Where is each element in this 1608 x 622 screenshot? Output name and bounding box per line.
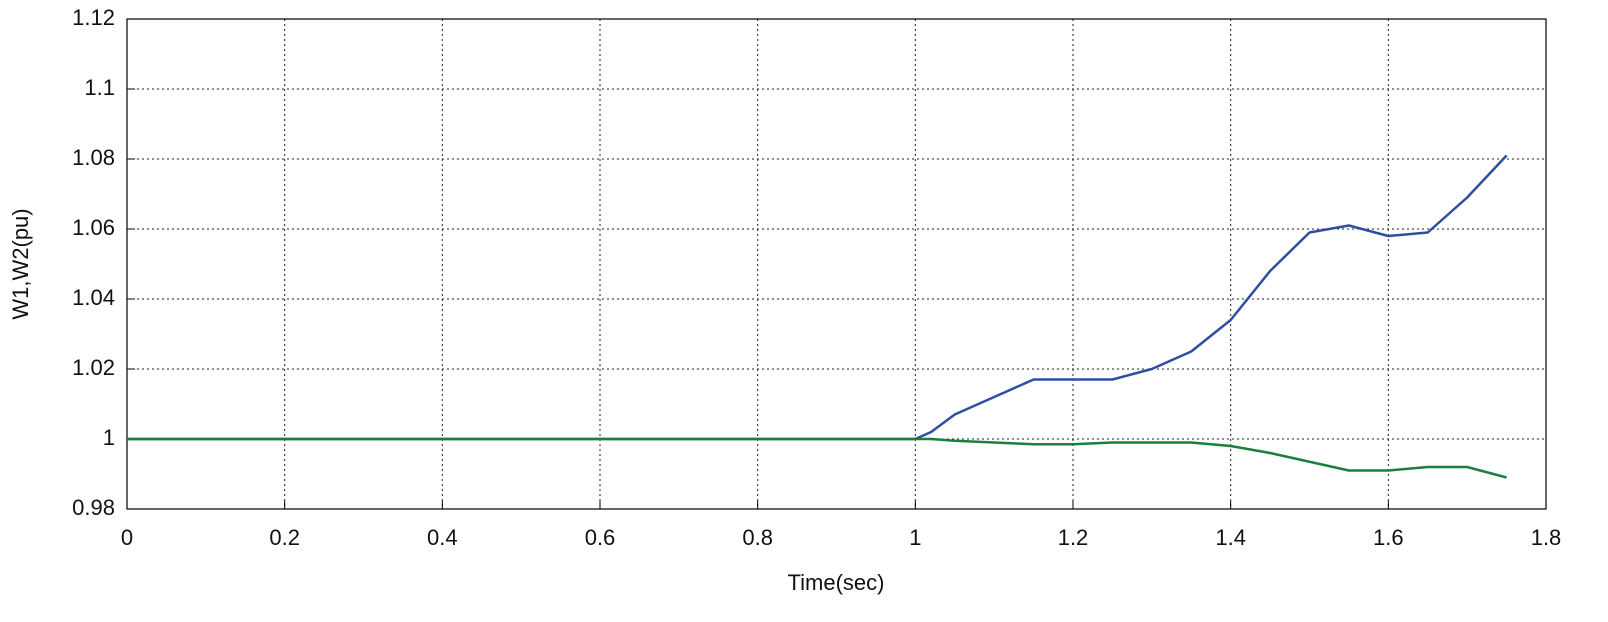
x-tick-label: 0.4 [427, 525, 458, 550]
y-axis-label: W1,W2(pu) [8, 208, 33, 319]
x-tick-label: 0.8 [742, 525, 773, 550]
y-tick-label: 0.98 [72, 495, 115, 520]
x-tick-label: 1.4 [1215, 525, 1246, 550]
y-tick-label: 1 [103, 425, 115, 450]
x-tick-label: 1.8 [1531, 525, 1562, 550]
y-tick-label: 1.04 [72, 285, 115, 310]
y-tick-label: 1.02 [72, 355, 115, 380]
y-tick-label: 1.08 [72, 145, 115, 170]
y-tick-label: 1.1 [84, 75, 115, 100]
x-axis-label: Time(sec) [788, 570, 885, 595]
x-tick-label: 1.6 [1373, 525, 1404, 550]
x-tick-label: 1 [909, 525, 921, 550]
data-line [127, 437, 1507, 479]
x-tick-label: 0.6 [585, 525, 616, 550]
x-tick-label: 1.2 [1058, 525, 1089, 550]
plot-frame [126, 18, 1547, 510]
x-tick-label: 0 [121, 525, 133, 550]
y-tick-label: 1.12 [72, 5, 115, 30]
y-tick-label: 1.06 [72, 215, 115, 240]
x-tick-label: 0.2 [269, 525, 300, 550]
data-line [127, 154, 1508, 441]
